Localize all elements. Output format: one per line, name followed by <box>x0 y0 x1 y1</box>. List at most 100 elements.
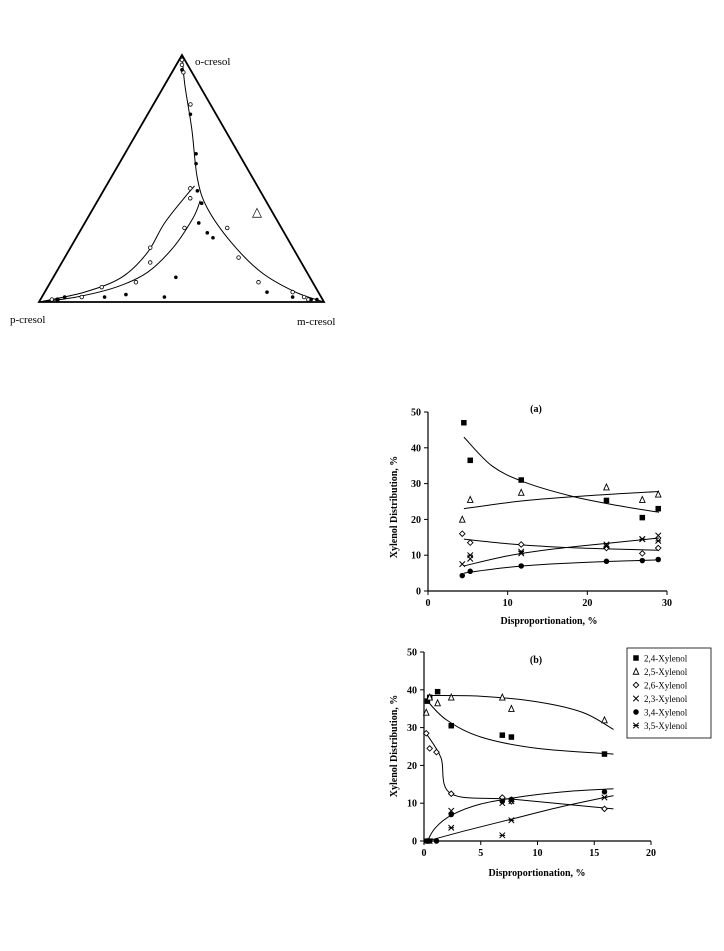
chart-a-point-3-4-xylenol <box>518 563 524 569</box>
chart-a-point-3-5-xylenol <box>467 552 474 559</box>
chart-b-xlabel: Disproportionation, % <box>488 868 585 879</box>
chart-b-fit-2-5-xylenol <box>427 695 614 730</box>
chart-a-x-tick-label: 30 <box>662 598 672 609</box>
chart-b-fit-3-5-xylenol <box>427 795 614 842</box>
ternary-frame <box>37 53 326 303</box>
ternary-annotation: △ <box>252 204 262 219</box>
ternary-point-open <box>236 255 241 260</box>
chart-a-ylabel: Xylenol Distribution, % <box>389 456 400 559</box>
chart-b-y-tick-label: 0 <box>412 837 417 848</box>
chart-b-x-tick-label: 5 <box>478 848 483 859</box>
ternary-point-open <box>188 102 193 107</box>
chart-b-ylabel: Xylenol Distribution, % <box>389 695 400 798</box>
ternary-point-filled <box>309 297 313 302</box>
chart-a-point-3-5-xylenol <box>518 548 525 555</box>
legend-entry: 2,6-Xylenol <box>644 681 688 691</box>
chart-b-point-3-4-xylenol <box>508 796 515 803</box>
chart-a-point-2-6-xylenol <box>638 550 646 557</box>
vertex-label-top: o-cresol <box>195 56 230 68</box>
chart-b-title: (b) <box>530 655 542 666</box>
chart-b-point-3-4-xylenol <box>448 811 454 818</box>
ternary-point-filled <box>124 292 128 297</box>
chart-b-point-2-6-xylenol <box>433 748 440 756</box>
vertex-label-left: p-cresol <box>10 314 45 326</box>
chart-b-point-2-5-xylenol <box>447 693 455 701</box>
legend-marker <box>633 655 639 661</box>
chart-a-point-3-5-xylenol <box>603 543 610 550</box>
chart-b-point-3-4-xylenol <box>499 798 506 805</box>
chart-a-point-2-6-xylenol <box>466 539 474 547</box>
chart-b-point-2-5-xylenol <box>434 698 442 707</box>
ternary-point-open <box>188 186 193 191</box>
chart-a-y-tick-label: 30 <box>411 479 421 490</box>
ternary-point-filled <box>55 297 60 302</box>
ternary-point-open <box>148 245 153 250</box>
ternary-point-filled <box>162 295 167 299</box>
chart-a-point-2-5-xylenol <box>517 488 525 496</box>
ternary-curve <box>38 200 201 303</box>
ternary-point-filled <box>205 231 210 235</box>
chart-a-fit-2-6-xylenol <box>463 538 660 551</box>
ternary-point-open <box>179 62 185 68</box>
ternary-point-filled <box>194 152 198 156</box>
chart-a-xlabel: Disproportionation, % <box>500 616 597 627</box>
ternary-curves <box>38 54 325 303</box>
chart-a-y-tick-label: 10 <box>411 551 421 562</box>
chart-a-point-3-5-xylenol <box>639 535 646 543</box>
chart-b-point-3-5-xylenol <box>426 837 433 845</box>
ternary-point-open <box>188 196 193 201</box>
ternary-point-filled <box>265 290 269 294</box>
ternary-point-open <box>179 57 185 63</box>
ternary-point-filled <box>102 295 107 299</box>
chart-a-fit-3-4-xylenol <box>463 559 660 574</box>
chart-b-point-2-4-xylenol <box>448 722 454 729</box>
chart-a-point-3-5-xylenol <box>655 537 662 544</box>
chart-b-point-2-5-xylenol <box>498 693 506 701</box>
chart-b-point-3-5-xylenol <box>499 832 506 839</box>
chart-a-fit-2-4-xylenol <box>463 436 660 513</box>
chart-a-point-3-4-xylenol <box>655 556 661 563</box>
chart-a-point-3-4-xylenol <box>603 558 610 565</box>
chart-a-x-tick-label: 20 <box>582 598 592 609</box>
chart-b-y-tick-label: 40 <box>407 685 417 696</box>
chart-a-point-2-4-xylenol <box>655 505 661 512</box>
chart-a-y-tick-label: 40 <box>411 443 421 454</box>
chart-b-x-tick-label: 10 <box>533 848 543 859</box>
chart-b-x-tick-label: 20 <box>646 848 656 859</box>
chart-a-y-tick-label: 20 <box>411 515 421 526</box>
chart-a-point-2-3-xylenol <box>655 532 662 539</box>
chart-a-title: (a) <box>530 404 542 415</box>
legend-marker <box>632 667 640 675</box>
ternary-point-filled <box>196 221 201 225</box>
chart-b-point-2-5-xylenol <box>601 715 608 724</box>
ternary-points <box>49 57 319 302</box>
chart-a-x-tick-label: 10 <box>503 598 513 609</box>
chart-a-point-2-6-xylenol <box>458 530 466 538</box>
ternary-point-filled <box>194 161 198 166</box>
vertex-label-right: m-cresol <box>297 316 335 328</box>
legend-entry: 3,5-Xylenol <box>644 721 688 731</box>
chart-b-point-2-6-xylenol <box>426 745 434 752</box>
chart-a-point-2-6-xylenol <box>654 544 662 552</box>
chart-b-x-tick-label: 15 <box>589 848 599 859</box>
chart-b-y-tick-label: 30 <box>407 723 417 734</box>
chart-a-point-2-3-xylenol <box>459 561 466 568</box>
ternary-point-filled <box>315 297 319 302</box>
legend-marker <box>632 695 640 702</box>
legend-frame <box>626 647 712 739</box>
ternary-point-filled <box>180 68 184 72</box>
chart-a: (a) Xylenol Distribution, % Disproportio… <box>389 404 672 627</box>
legend-marker <box>633 709 639 715</box>
chart-b-point-2-5-xylenol <box>426 693 434 701</box>
chart-b-y-tick-label: 50 <box>407 648 417 659</box>
ternary-point-open <box>133 280 139 285</box>
ternary-point-filled <box>188 112 193 117</box>
ternary-point-open <box>79 294 84 300</box>
legend-entry: 2,5-Xylenol <box>644 667 688 677</box>
chart-b-point-3-5-xylenol <box>508 817 515 824</box>
legend-marker <box>632 722 640 729</box>
chart-b-fit-3-4-xylenol <box>426 788 614 842</box>
chart-a-point-2-4-xylenol <box>639 514 646 521</box>
ternary-curve <box>38 185 195 303</box>
chart-b-legend: 2,4-Xylenol 2,5-Xylenol 2,6-Xylenol 2,3-Xyl… <box>626 647 712 739</box>
